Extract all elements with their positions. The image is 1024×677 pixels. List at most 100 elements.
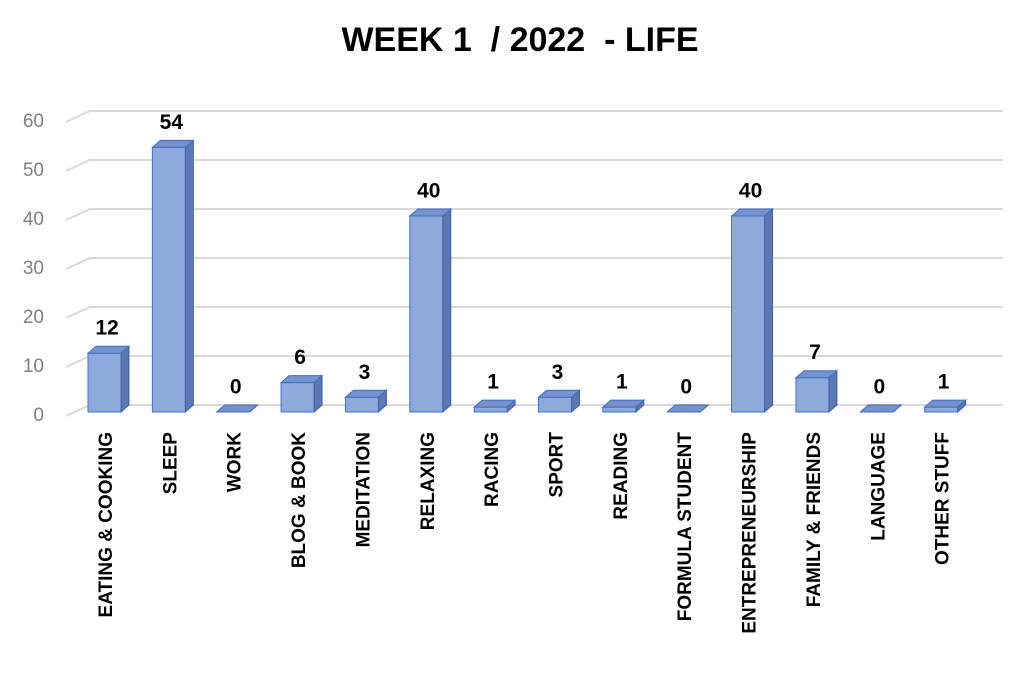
x-tick-label: ENTREPRENEURSHIP (740, 432, 761, 634)
grid-line (65, 208, 1003, 221)
bar-top-shade (602, 400, 644, 408)
bar-side-shade (185, 140, 194, 412)
bar: 1 (923, 371, 967, 414)
y-tick-label: 10 (23, 356, 44, 377)
bar-side-shade (957, 400, 966, 412)
x-tick-label: FAMILY & FRIENDS (804, 432, 825, 607)
value-label: 12 (95, 317, 118, 340)
bar-side-shade (442, 209, 451, 412)
bar: 1 (472, 371, 517, 414)
bar-top (665, 404, 710, 413)
bar-front (473, 406, 508, 413)
bar-side-shade (314, 375, 323, 412)
bar: 40 (408, 180, 453, 414)
x-tick-label: EATING & COOKING (96, 432, 117, 617)
bar-top-shade (216, 405, 258, 412)
grid-line (65, 306, 1003, 319)
x-tick-label: RACING (482, 432, 503, 507)
bar-top-shade (667, 405, 709, 412)
bar-top (408, 208, 453, 217)
bar-side-shade (121, 346, 129, 412)
bar: 54 (151, 111, 195, 414)
bar-top-shade (345, 390, 387, 398)
x-tick-label: BLOG & BOOK (289, 432, 310, 568)
bar: 0 (665, 376, 710, 413)
bar: 1 (601, 371, 646, 414)
bar-top-shade (731, 209, 773, 216)
y-tick-label: 20 (23, 307, 44, 328)
bar-top-shade (88, 346, 129, 354)
value-label: 0 (230, 376, 242, 399)
bar-front (344, 396, 379, 413)
bar-side-shade (764, 209, 773, 412)
bar-top-shade (924, 400, 966, 408)
bar-front (151, 146, 186, 413)
x-tick-label: MEDITATION (353, 432, 374, 547)
x-tick-label: LANGUAGE (868, 432, 889, 541)
x-tick-label: OTHER STUFF (933, 432, 954, 565)
bar-top-shade (409, 209, 451, 216)
bar-front (409, 215, 444, 413)
bar-top (794, 370, 839, 379)
bar-top (601, 399, 646, 408)
y-tick-label: 60 (23, 111, 44, 132)
bar: 12 (86, 317, 131, 414)
bar-top-shade (152, 140, 194, 148)
y-tick-label: 0 (33, 405, 44, 426)
bar: 7 (794, 341, 839, 414)
bar: 6 (279, 346, 324, 414)
value-label: 40 (739, 180, 762, 203)
bar: 0 (215, 376, 260, 413)
bar-top (279, 375, 324, 384)
grid-line (65, 159, 1003, 172)
bar-top (537, 389, 581, 398)
value-label: 0 (873, 376, 885, 399)
bar-top-shade (538, 390, 580, 398)
bar-top (858, 404, 903, 413)
value-label: 1 (938, 371, 950, 394)
bar-front (280, 382, 315, 413)
value-label: 1 (487, 371, 499, 394)
x-tick-label: SLEEP (160, 432, 181, 495)
bar-top (344, 389, 388, 398)
bar-top (923, 399, 967, 408)
grid-line (65, 110, 1003, 123)
value-label: 7 (809, 341, 821, 364)
x-tick-label: FORMULA STUDENT (675, 432, 696, 622)
bar-front (87, 352, 122, 413)
value-label: 3 (552, 361, 564, 384)
chart-title: WEEK 1 / 2022 - LIFE (341, 21, 698, 59)
bar: 40 (730, 180, 774, 414)
bar-top-shade (860, 405, 902, 412)
y-tick-label: 40 (23, 209, 44, 230)
y-tick-label: 50 (23, 160, 44, 181)
bar-front (602, 406, 637, 413)
value-label: 40 (417, 180, 440, 203)
x-tick-label: READING (611, 432, 632, 520)
bar-top-shade (795, 370, 837, 378)
bars: EATING & COOKING 12 SLEEP 54 WORK 0 BLOG & BOO… (86, 111, 967, 634)
value-label: 0 (680, 376, 692, 399)
value-label: 54 (160, 111, 184, 134)
bar-top (151, 139, 195, 148)
x-tick-label: WORK (225, 432, 246, 492)
grid-line (65, 257, 1003, 270)
value-label: 3 (359, 361, 371, 384)
bar-top (472, 399, 517, 408)
bar-top (730, 208, 774, 217)
bar-side-shade (828, 370, 837, 412)
bar-top (215, 404, 260, 413)
bar-top (86, 345, 131, 354)
value-label: 6 (294, 346, 306, 369)
bar-top-shade (281, 375, 323, 383)
y-tick-label: 30 (23, 258, 44, 279)
bar-front (538, 396, 572, 413)
bar-top-shade (474, 400, 516, 408)
x-tick-label: SPORT (547, 432, 568, 498)
x-tick-label: RELAXING (418, 432, 439, 530)
bar: 3 (344, 361, 388, 414)
bar-front (795, 377, 830, 413)
bar-front (924, 406, 959, 413)
